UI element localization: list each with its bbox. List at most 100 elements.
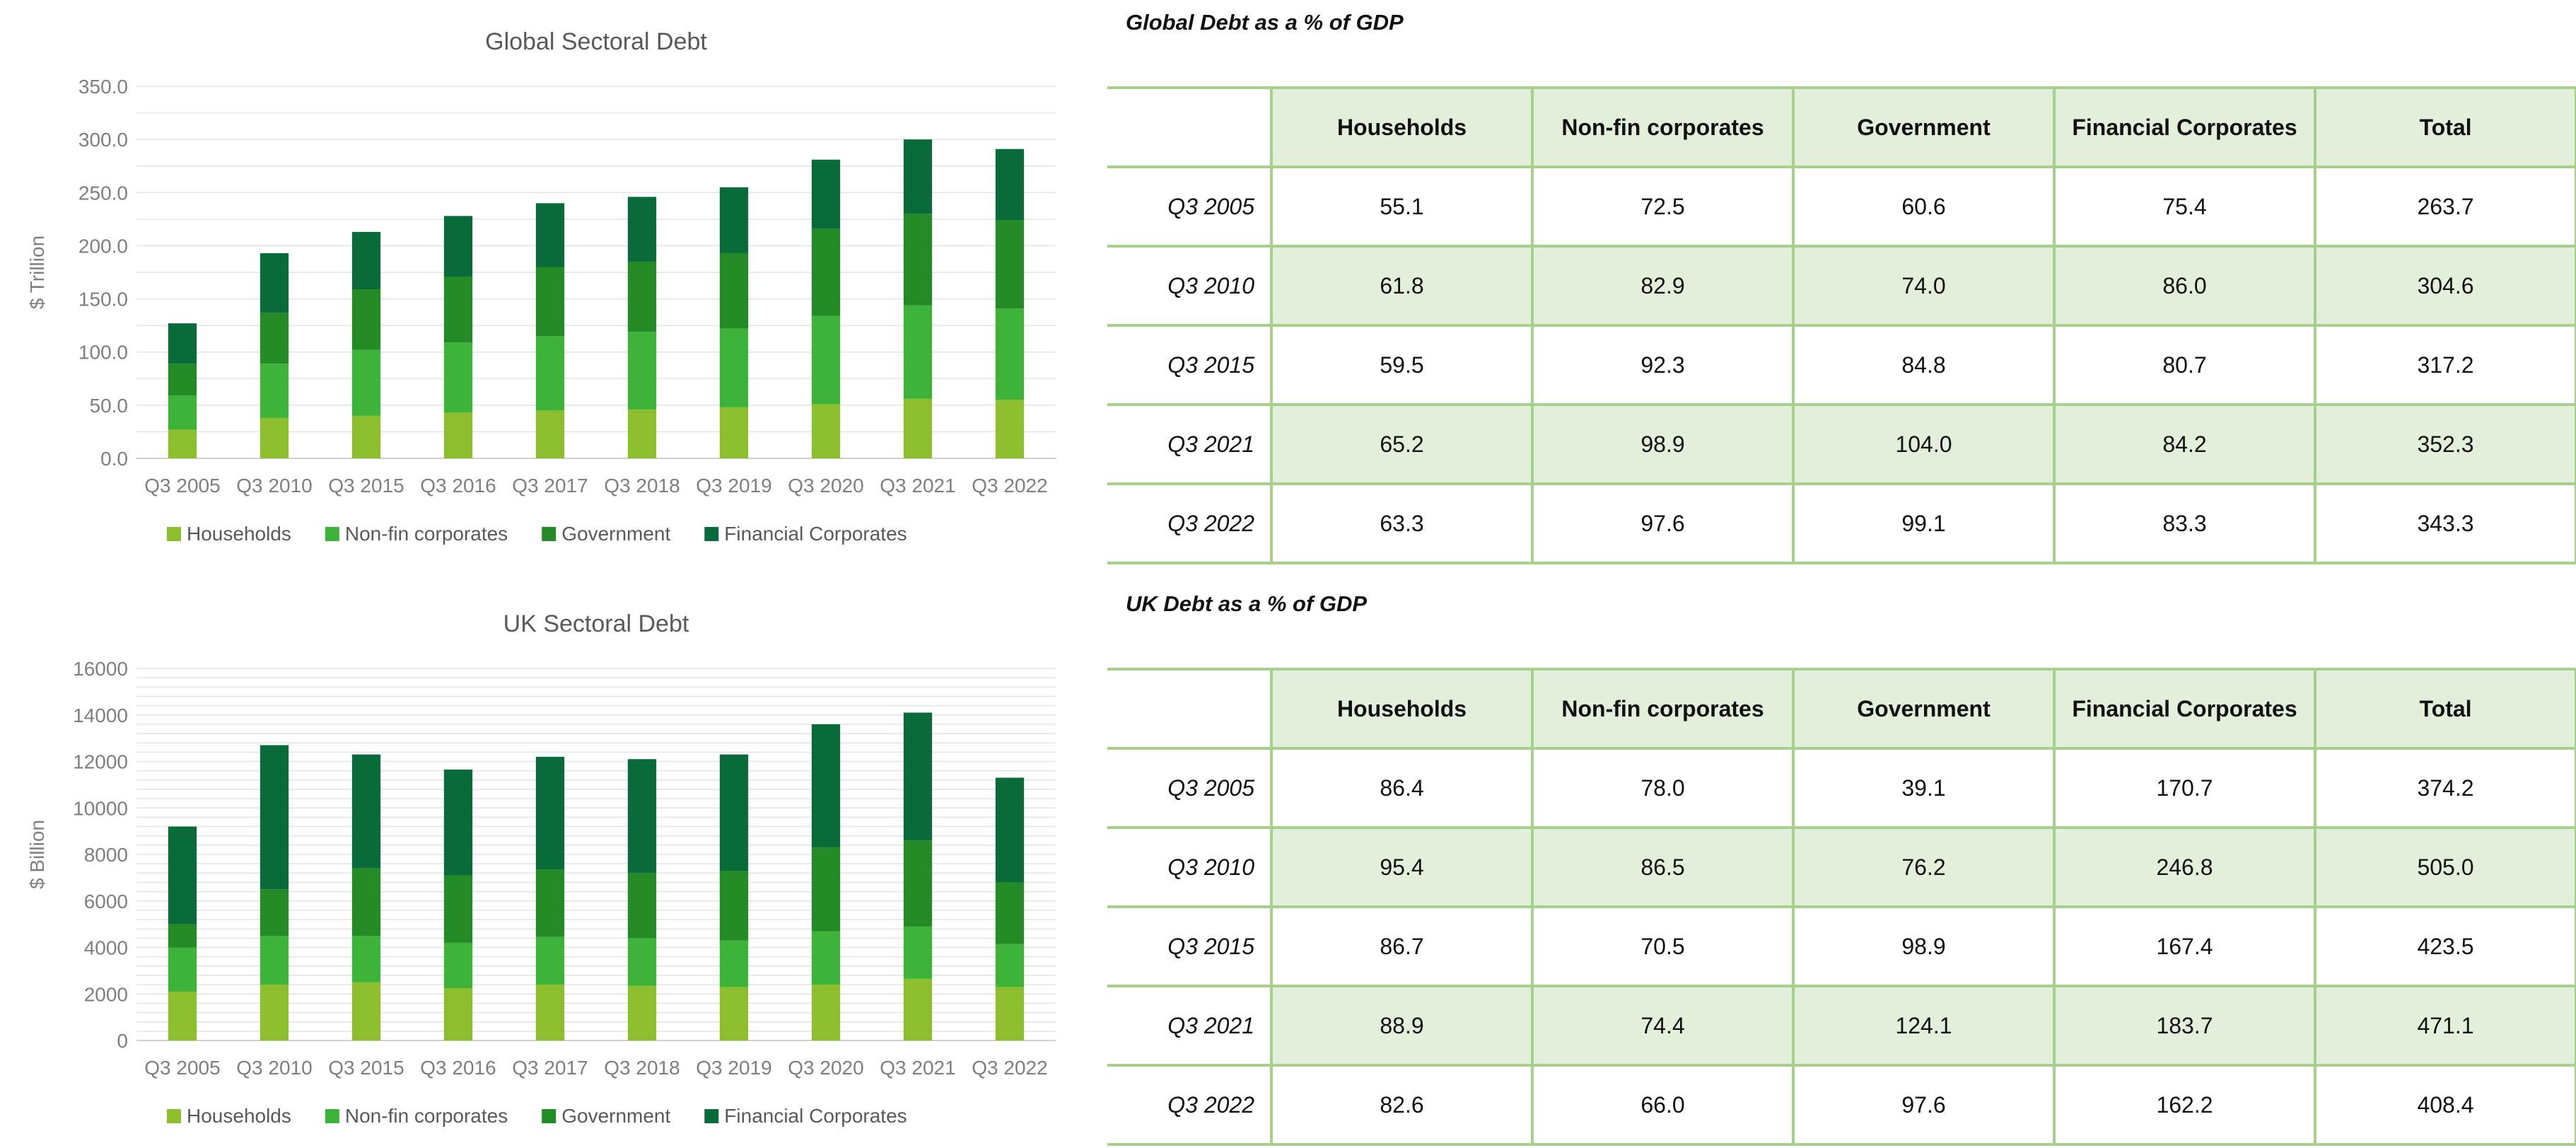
table-cell: 97.6 [1792,1064,2056,1146]
table-cell: 95.4 [1270,826,1534,908]
table-cell: 263.7 [2314,166,2576,248]
global-debt-table: Households Non-fin corporates Government… [1107,86,2576,564]
bar-segment-non-fin-corporates [811,931,841,985]
bar-segment-government [995,220,1025,309]
table-cell: 505.0 [2314,826,2576,908]
header-total: Total [2314,86,2576,168]
table-header-row: Households Non-fin corporates Government… [1107,86,2576,168]
bar-segment-households [719,987,749,1040]
legend-label: Government [561,523,670,545]
table-cell: 124.1 [1792,985,2056,1067]
bar-segment-financial-corporates [903,139,933,214]
table-row: Q3 2015 86.7 70.5 98.9 167.4 423.5 [1107,905,2576,987]
bar-segment-non-fin-corporates [443,942,473,989]
table-cell: 423.5 [2314,905,2576,987]
bar-segment-government [168,364,197,396]
bar-segment-households [443,412,473,458]
table-cell: 61.8 [1270,245,1534,327]
table-cell: 86.4 [1270,747,1534,829]
y-tick-label: 250.0 [78,182,128,204]
bar-segment-financial-corporates [535,203,565,267]
x-tick-label: Q3 2016 [420,1057,496,1079]
legend-item-financial-corporates: Financial Corporates [704,523,907,545]
bar-segment-financial-corporates [168,826,197,924]
y-tick-label: 4000 [84,937,128,959]
row-label: Q3 2010 [1107,826,1273,908]
bar-segment-non-fin-corporates [168,947,197,992]
bar-segment-non-fin-corporates [260,364,289,418]
y-tick-label: 350.0 [78,76,128,98]
table-row: Q3 2005 55.1 72.5 60.6 75.4 263.7 [1107,166,2576,248]
legend-swatch [167,1109,181,1123]
x-tick-label: Q3 2005 [144,475,220,497]
table-cell: 86.0 [2053,245,2316,327]
legend-item-non-fin-corporates: Non-fin corporates [325,1105,508,1127]
bar-segment-households [351,415,381,458]
bar-segment-non-fin-corporates [351,936,381,982]
bar-segment-non-fin-corporates [535,937,565,985]
bar-segment-financial-corporates [811,159,841,229]
uk-debt-table: Households Non-fin corporates Government… [1107,668,2576,1146]
table-cell: 246.8 [2053,826,2316,908]
x-tick-label: Q3 2021 [880,475,955,497]
legend-label: Financial Corporates [724,523,907,545]
bar-segment-non-fin-corporates [903,926,933,979]
bar-segment-financial-corporates [995,149,1025,221]
table-cell: 304.6 [2314,245,2576,327]
bar-segment-households [260,985,289,1040]
table-cell: 84.8 [1792,324,2056,406]
legend-swatch [325,527,339,541]
y-tick-label: 16000 [73,658,128,680]
bar-segment-financial-corporates [811,724,841,848]
table-cell: 74.0 [1792,245,2056,327]
legend-swatch [542,527,556,541]
bar-segment-non-fin-corporates [535,336,565,411]
table-cell: 83.3 [2053,482,2316,564]
x-tick-label: Q3 2017 [512,475,588,497]
bar-segment-government [811,847,841,932]
bar-segment-non-fin-corporates [351,349,381,416]
x-tick-label: Q3 2015 [328,1057,404,1079]
bar-segment-government [719,253,749,329]
bar-segment-households [719,407,749,458]
row-label: Q3 2005 [1107,747,1273,829]
bar-segment-financial-corporates [719,754,749,871]
table-cell: 98.9 [1792,905,2056,987]
bar-segment-government [995,882,1025,944]
header-non-fin-corporates: Non-fin corporates [1531,86,1795,168]
bar-segment-households [168,429,197,458]
header-households: Households [1270,668,1534,750]
table-row: Q3 2005 86.4 78.0 39.1 170.7 374.2 [1107,747,2576,829]
bar-segment-non-fin-corporates [811,315,841,405]
table-cell: 39.1 [1792,747,2056,829]
bar-segment-financial-corporates [260,253,289,313]
table-header-row: Households Non-fin corporates Government… [1107,668,2576,750]
bar-segment-financial-corporates [995,777,1025,883]
bar-segment-households [995,400,1025,458]
y-tick-label: 12000 [73,751,128,773]
bar-segment-non-fin-corporates [260,936,289,985]
x-tick-label: Q3 2017 [512,1057,588,1079]
bar-segment-non-fin-corporates [719,940,749,987]
legend-label: Non-fin corporates [345,523,508,545]
header-government: Government [1792,86,2056,168]
table-cell: 104.0 [1792,403,2056,485]
table-cell: 59.5 [1270,324,1534,406]
table-cell: 65.2 [1270,403,1534,485]
bar-segment-households [995,987,1025,1040]
table-cell: 74.4 [1531,985,1795,1067]
x-tick-label: Q3 2022 [972,475,1047,497]
legend-swatch [325,1109,339,1123]
y-axis-label: $ Trillion [26,236,48,309]
bar-segment-government [351,289,381,350]
bar-segment-households [535,410,565,458]
x-tick-label: Q3 2010 [236,1057,312,1079]
bar-segment-financial-corporates [168,323,197,364]
bar-segment-government [351,868,381,937]
legend-swatch [704,527,719,541]
bar-segment-households [260,417,289,458]
table-cell: 408.4 [2314,1064,2576,1146]
bar-segment-government [811,228,841,316]
table-cell: 99.1 [1792,482,2056,564]
bar-segment-financial-corporates [351,754,381,869]
